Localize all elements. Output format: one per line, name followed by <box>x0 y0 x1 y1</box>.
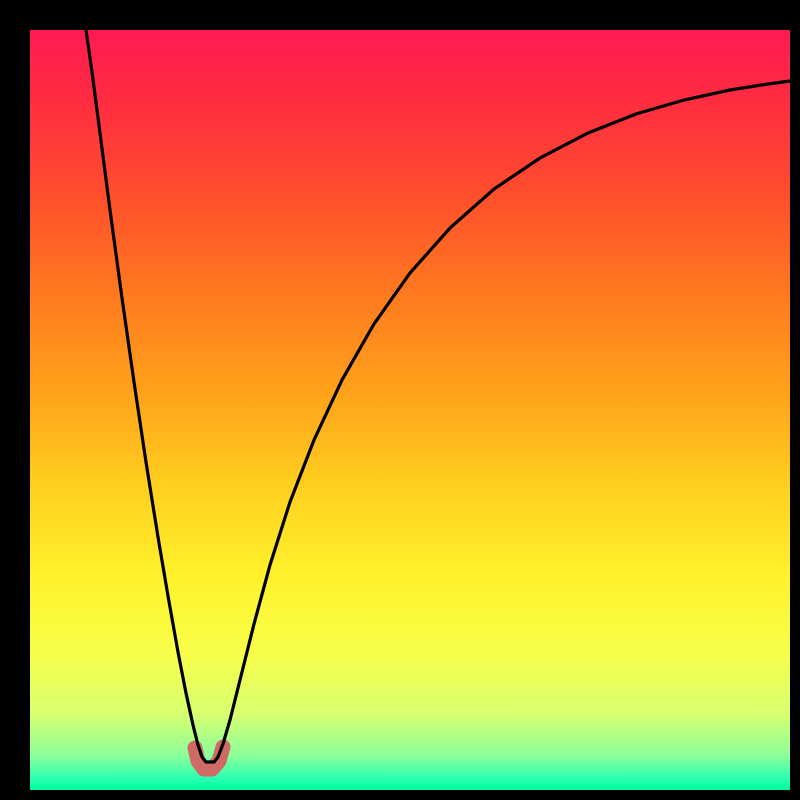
chart-stage: TheBottlenecker.com <box>0 0 800 800</box>
frame-top <box>0 0 800 30</box>
frame-left <box>0 0 30 800</box>
chart-svg <box>30 30 790 790</box>
frame-bottom <box>0 790 800 800</box>
plot-area <box>30 30 790 790</box>
bottleneck-curve <box>86 30 790 762</box>
frame-right <box>790 0 800 800</box>
